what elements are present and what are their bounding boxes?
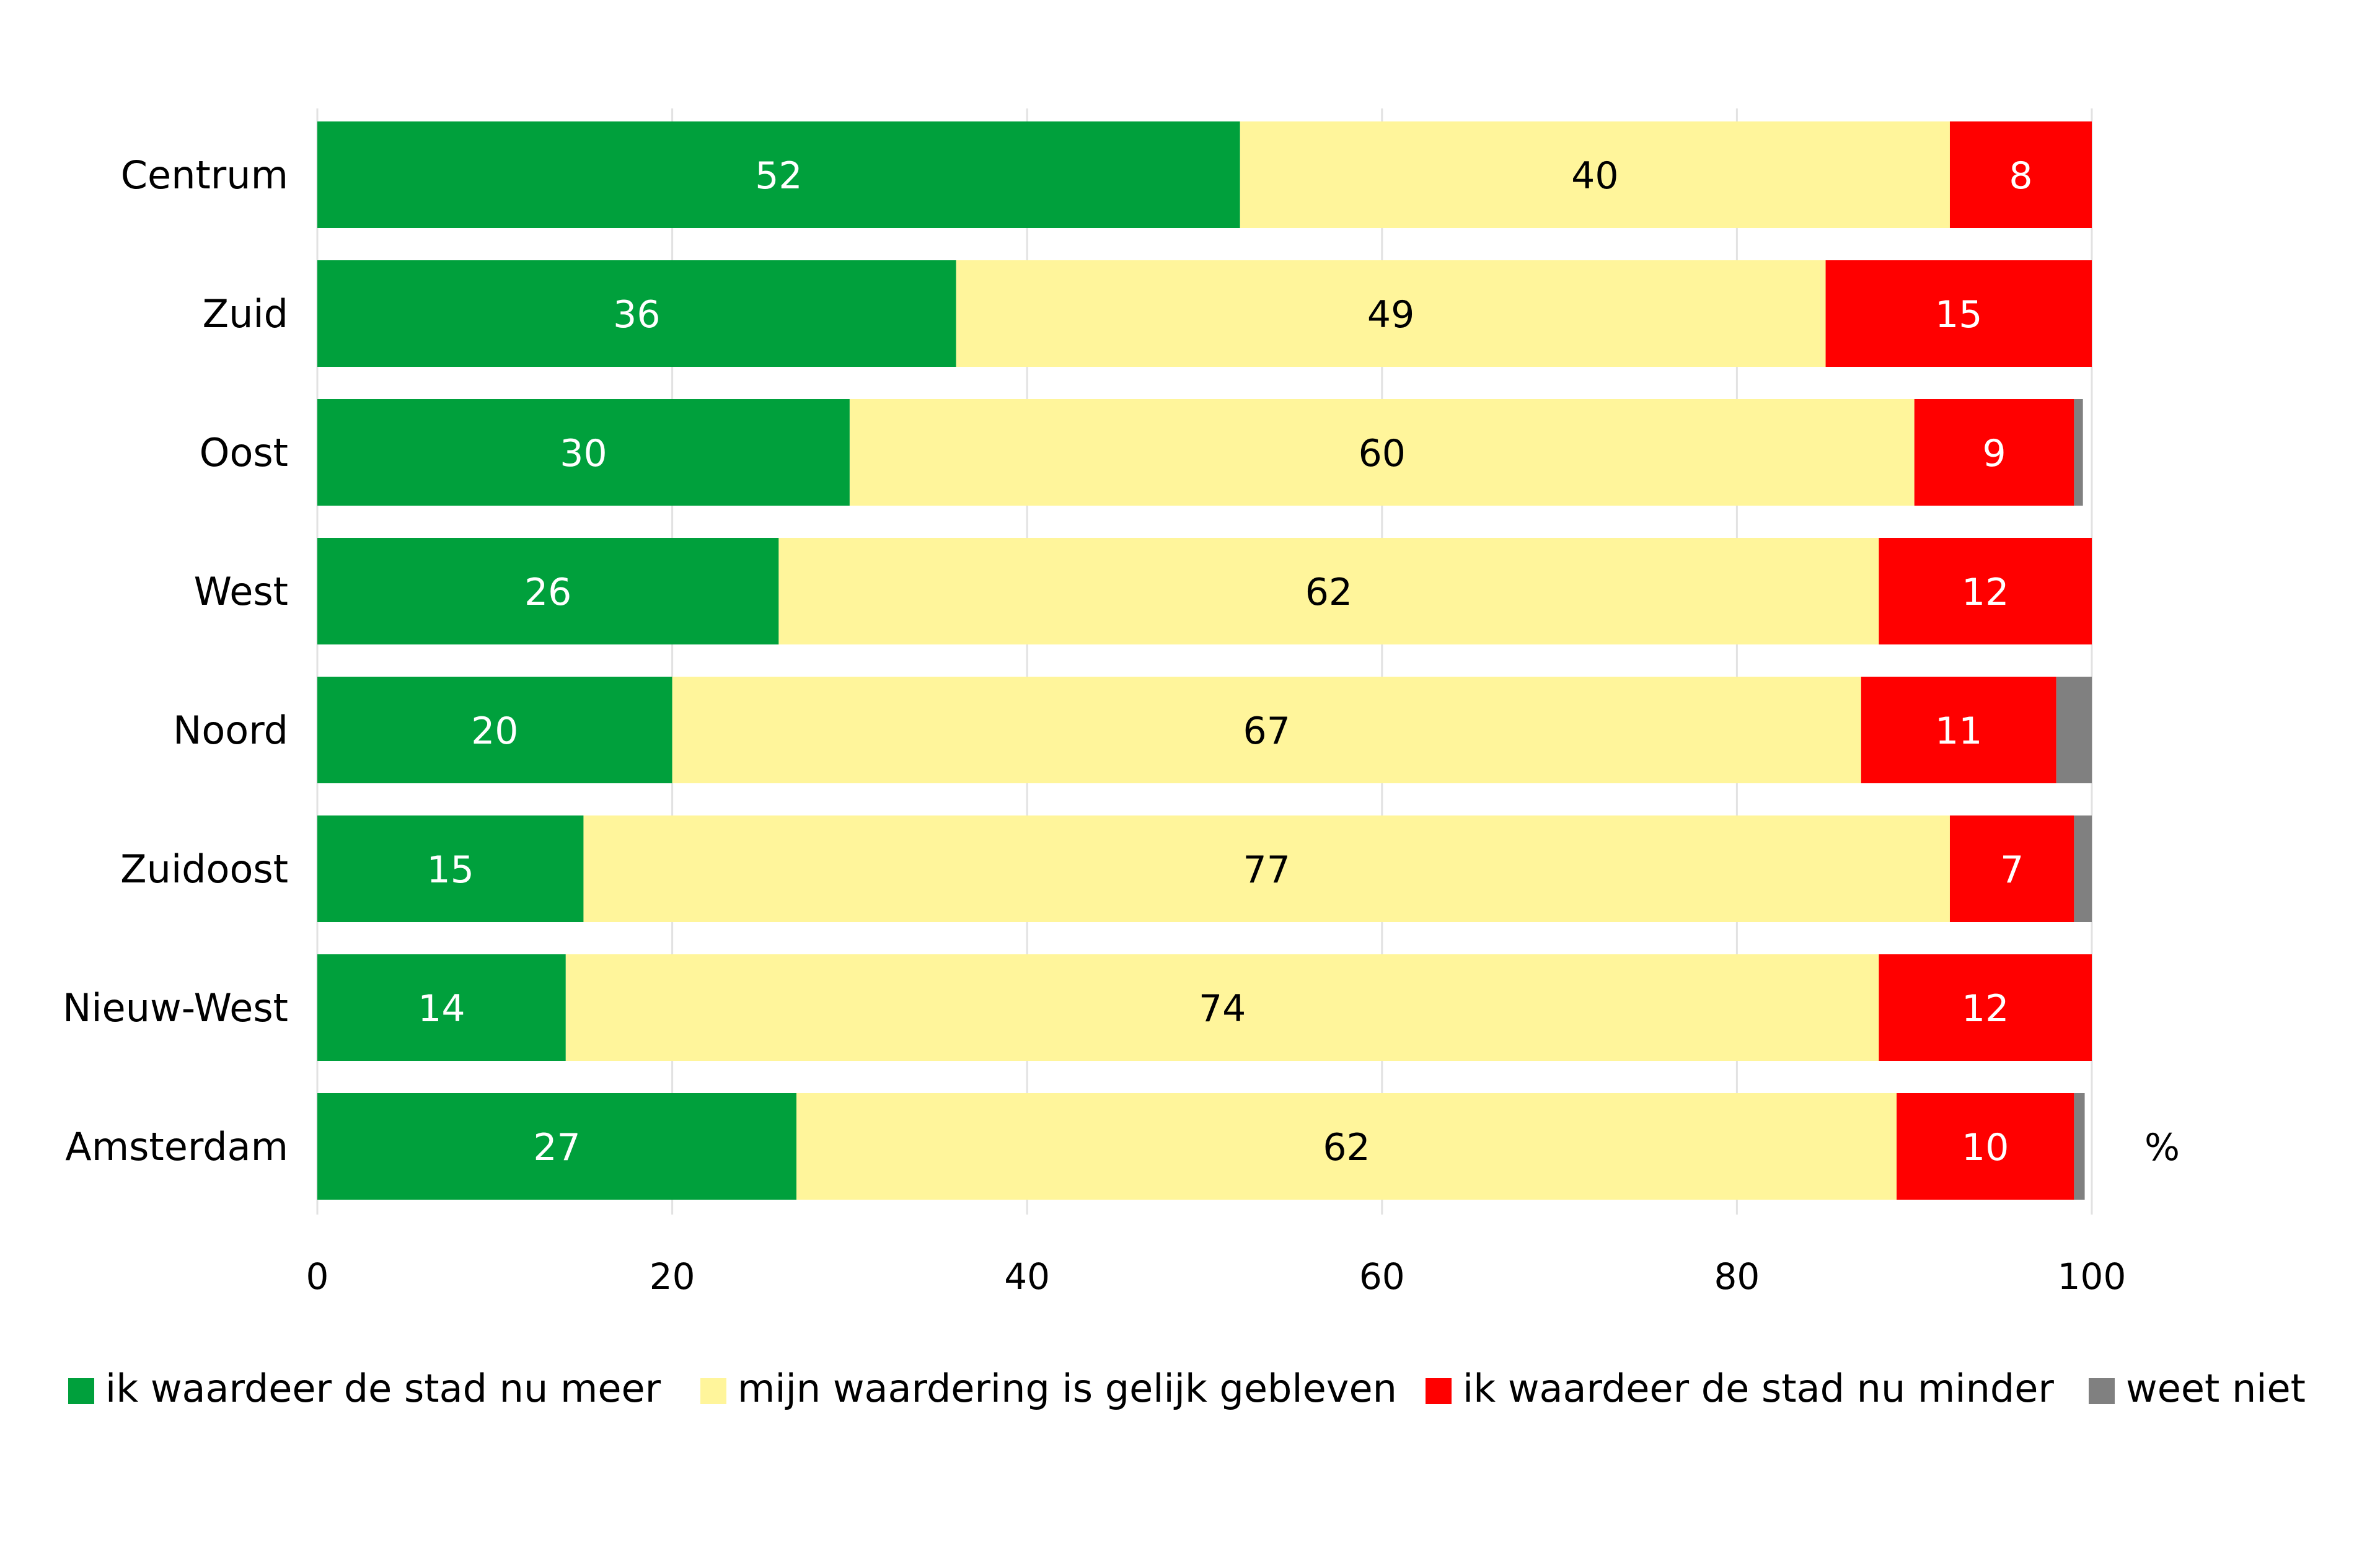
- data-label-nieuw-west-series-0: 14: [418, 987, 465, 1031]
- x-axis: 0 20 40 60 80 100%: [306, 1126, 2180, 1298]
- category-label-noord: Noord: [173, 708, 288, 753]
- bar-noord-series-0: [317, 677, 672, 783]
- bar-amsterdam-series-1: [796, 1093, 1897, 1200]
- bar-nieuw-west-series-0: [317, 954, 566, 1061]
- unit-label: %: [2144, 1126, 2180, 1169]
- data-label-west-series-2: 12: [1962, 571, 2009, 614]
- category-label-oost: Oost: [200, 430, 288, 475]
- bar-amsterdam-series-2: [1897, 1093, 2074, 1200]
- data-label-noord-series-0: 20: [471, 710, 518, 753]
- data-label-amsterdam-series-1: 62: [1323, 1126, 1370, 1169]
- bars: [317, 121, 2092, 1200]
- bar-zuidoost-series-2: [1949, 815, 2074, 922]
- legend-label-2: ik waardeer de stad nu minder: [1463, 1366, 2054, 1411]
- legend-label-1: mijn waardering is gelijk gebleven: [738, 1366, 1397, 1411]
- bar-noord-series-3: [2056, 677, 2092, 783]
- x-tick-label-0: 0: [306, 1255, 329, 1298]
- bar-oost-series-1: [849, 399, 1915, 506]
- data-label-west-series-1: 62: [1305, 571, 1352, 614]
- legend-item-2: ik waardeer de stad nu minder: [1426, 1366, 2054, 1411]
- bar-nieuw-west-series-2: [1879, 954, 2092, 1061]
- bar-zuid-series-2: [1825, 260, 2092, 367]
- data-label-zuid-series-2: 15: [1935, 293, 1982, 336]
- bar-zuid-series-0: [317, 260, 956, 367]
- bar-oost-series-3: [2074, 399, 2083, 506]
- data-label-zuidoost-series-2: 7: [2000, 848, 2024, 892]
- data-label-zuidoost-series-1: 77: [1243, 848, 1290, 892]
- data-label-west-series-0: 26: [524, 571, 571, 614]
- bar-amsterdam-series-3: [2074, 1093, 2085, 1200]
- category-label-zuid: Zuid: [203, 291, 288, 336]
- legend-item-1: mijn waardering is gelijk gebleven: [700, 1366, 1397, 1411]
- x-tick-label-20: 20: [650, 1255, 695, 1298]
- x-tick-label-100: 100: [2058, 1255, 2127, 1298]
- bar-nieuw-west-series-1: [565, 954, 1879, 1061]
- bar-west-series-0: [317, 538, 779, 644]
- data-label-centrum-series-1: 40: [1571, 154, 1618, 198]
- bar-zuidoost-series-3: [2074, 815, 2092, 922]
- data-label-amsterdam-series-0: 27: [533, 1126, 580, 1169]
- data-label-oost-series-0: 30: [560, 432, 607, 475]
- legend-label-3: weet niet: [2126, 1366, 2306, 1411]
- legend-swatch-3: [2089, 1378, 2115, 1404]
- bar-noord-series-2: [1861, 677, 2056, 783]
- bar-centrum-series-2: [1949, 121, 2092, 228]
- data-label-centrum-series-0: 52: [755, 154, 802, 198]
- x-tick-label-40: 40: [1004, 1255, 1050, 1298]
- bar-west-series-2: [1879, 538, 2092, 644]
- data-label-noord-series-1: 67: [1243, 710, 1290, 753]
- legend: ik waardeer de stad nu meer mijn waarderi…: [68, 1366, 2306, 1411]
- category-label-amsterdam: Amsterdam: [65, 1124, 288, 1169]
- bar-oost-series-0: [317, 399, 850, 506]
- bar-centrum-series-0: [317, 121, 1240, 228]
- data-label-noord-series-2: 11: [1935, 710, 1982, 753]
- legend-swatch-2: [1426, 1378, 1452, 1404]
- legend-item-0: ik waardeer de stad nu meer: [68, 1366, 661, 1411]
- bar-centrum-series-1: [1240, 121, 1950, 228]
- legend-item-3: weet niet: [2089, 1366, 2306, 1411]
- data-label-nieuw-west-series-1: 74: [1199, 987, 1246, 1031]
- data-label-zuid-series-1: 49: [1367, 293, 1414, 336]
- bar-noord-series-1: [672, 677, 1861, 783]
- category-label-zuidoost: Zuidoost: [120, 846, 288, 892]
- legend-swatch-1: [700, 1378, 726, 1404]
- category-label-nieuw-west: Nieuw-West: [63, 985, 288, 1031]
- category-label-centrum: Centrum: [121, 152, 288, 198]
- data-label-nieuw-west-series-2: 12: [1962, 987, 2009, 1031]
- data-label-centrum-series-2: 8: [2009, 154, 2032, 198]
- x-tick-label-80: 80: [1714, 1255, 1760, 1298]
- legend-swatch-0: [68, 1378, 94, 1404]
- bar-west-series-1: [778, 538, 1879, 644]
- data-label-zuidoost-series-0: 15: [427, 848, 474, 892]
- x-tick-label-60: 60: [1359, 1255, 1405, 1298]
- data-label-oost-series-2: 9: [1982, 432, 2006, 475]
- legend-label-0: ik waardeer de stad nu meer: [105, 1366, 661, 1411]
- bar-zuid-series-1: [956, 260, 1826, 367]
- bar-zuidoost-series-1: [583, 815, 1950, 922]
- data-label-zuid-series-0: 36: [613, 293, 660, 336]
- bar-oost-series-2: [1914, 399, 2074, 506]
- category-labels: Centrum Zuid Oost West Noord Zuidoost Nieuw-We…: [63, 152, 288, 1169]
- data-label-amsterdam-series-2: 10: [1962, 1126, 2009, 1169]
- bar-amsterdam-series-0: [317, 1093, 797, 1200]
- bar-zuidoost-series-0: [317, 815, 584, 922]
- data-label-oost-series-1: 60: [1359, 432, 1406, 475]
- category-label-west: West: [194, 569, 288, 614]
